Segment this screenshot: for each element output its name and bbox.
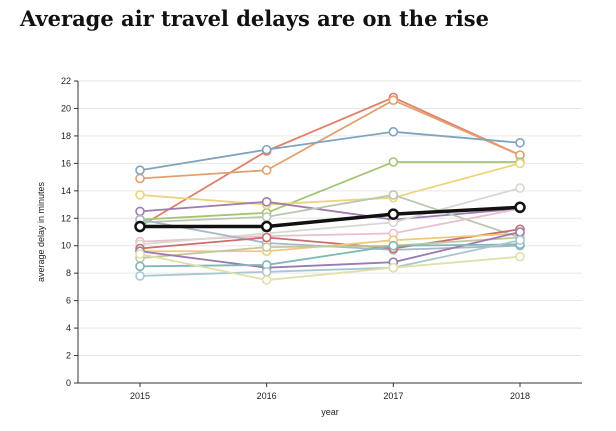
data-point (388, 95, 399, 106)
series-line (139, 99, 521, 180)
series-5 (135, 158, 525, 210)
x-tick-label: 2016 (257, 391, 277, 401)
data-point (135, 165, 145, 176)
series-group (134, 92, 526, 285)
data-point (515, 137, 525, 148)
data-point (261, 275, 272, 285)
series-line (139, 253, 521, 281)
data-point (261, 197, 272, 207)
data-point (135, 173, 145, 184)
y-tick-label: 22 (61, 76, 71, 86)
data-point (134, 220, 146, 233)
data-point (260, 220, 273, 233)
data-point (515, 183, 525, 193)
series-line (139, 161, 520, 221)
data-point (515, 235, 525, 246)
series-17 (135, 249, 525, 285)
series-line (139, 96, 521, 228)
data-point (135, 271, 145, 281)
series-average (134, 201, 526, 233)
series-line (139, 243, 521, 268)
data-point (135, 190, 145, 200)
chart-title: Average air travel delays are on the ris… (20, 6, 489, 31)
series-line (139, 162, 521, 206)
x-axis-title: year (321, 407, 339, 417)
series-line (139, 228, 521, 250)
series-line (139, 231, 521, 269)
data-point (261, 165, 272, 176)
y-tick-label: 6 (66, 296, 71, 306)
y-tick-label: 20 (61, 103, 71, 113)
data-point (388, 240, 399, 251)
series-line (139, 187, 521, 246)
axes: 0 2 4 6 8 10 12 14 16 18 20 22 2015 2016 2017 2018 (61, 76, 582, 401)
y-tick-label: 10 (61, 241, 71, 251)
y-axis-title: average delay in minutes (36, 181, 46, 282)
data-point (135, 206, 145, 217)
data-point (388, 190, 399, 200)
y-tick-label: 14 (61, 186, 71, 196)
series-line (140, 205, 521, 229)
data-point (261, 242, 272, 252)
gridlines (78, 80, 582, 357)
data-point (261, 144, 272, 155)
data-point (388, 262, 399, 273)
y-tick-label: 4 (66, 323, 71, 333)
series-line (139, 239, 521, 277)
y-tick-label: 18 (61, 131, 71, 141)
series-2 (135, 95, 525, 184)
data-point (135, 261, 145, 272)
data-point (514, 201, 526, 214)
data-point (261, 232, 272, 243)
data-point (261, 267, 272, 277)
data-point (388, 157, 399, 167)
y-tick-label: 8 (66, 268, 71, 278)
series-line (139, 194, 521, 239)
y-tick-label: 2 (66, 351, 71, 361)
data-point (515, 158, 525, 169)
x-tick-label: 2017 (383, 391, 403, 401)
data-point (387, 208, 400, 220)
y-tick-label: 0 (66, 378, 71, 388)
x-tick-label: 2015 (130, 391, 150, 401)
x-tick-label: 2018 (510, 391, 530, 401)
data-point (135, 249, 145, 259)
y-tick-label: 16 (61, 158, 71, 168)
series-3 (135, 126, 525, 176)
data-point (261, 212, 272, 222)
series-line (139, 200, 521, 221)
series-line (139, 236, 521, 259)
data-point (515, 251, 525, 262)
data-point (515, 227, 525, 237)
series-line (139, 130, 521, 172)
data-point (388, 126, 399, 137)
y-tick-label: 12 (61, 213, 71, 223)
